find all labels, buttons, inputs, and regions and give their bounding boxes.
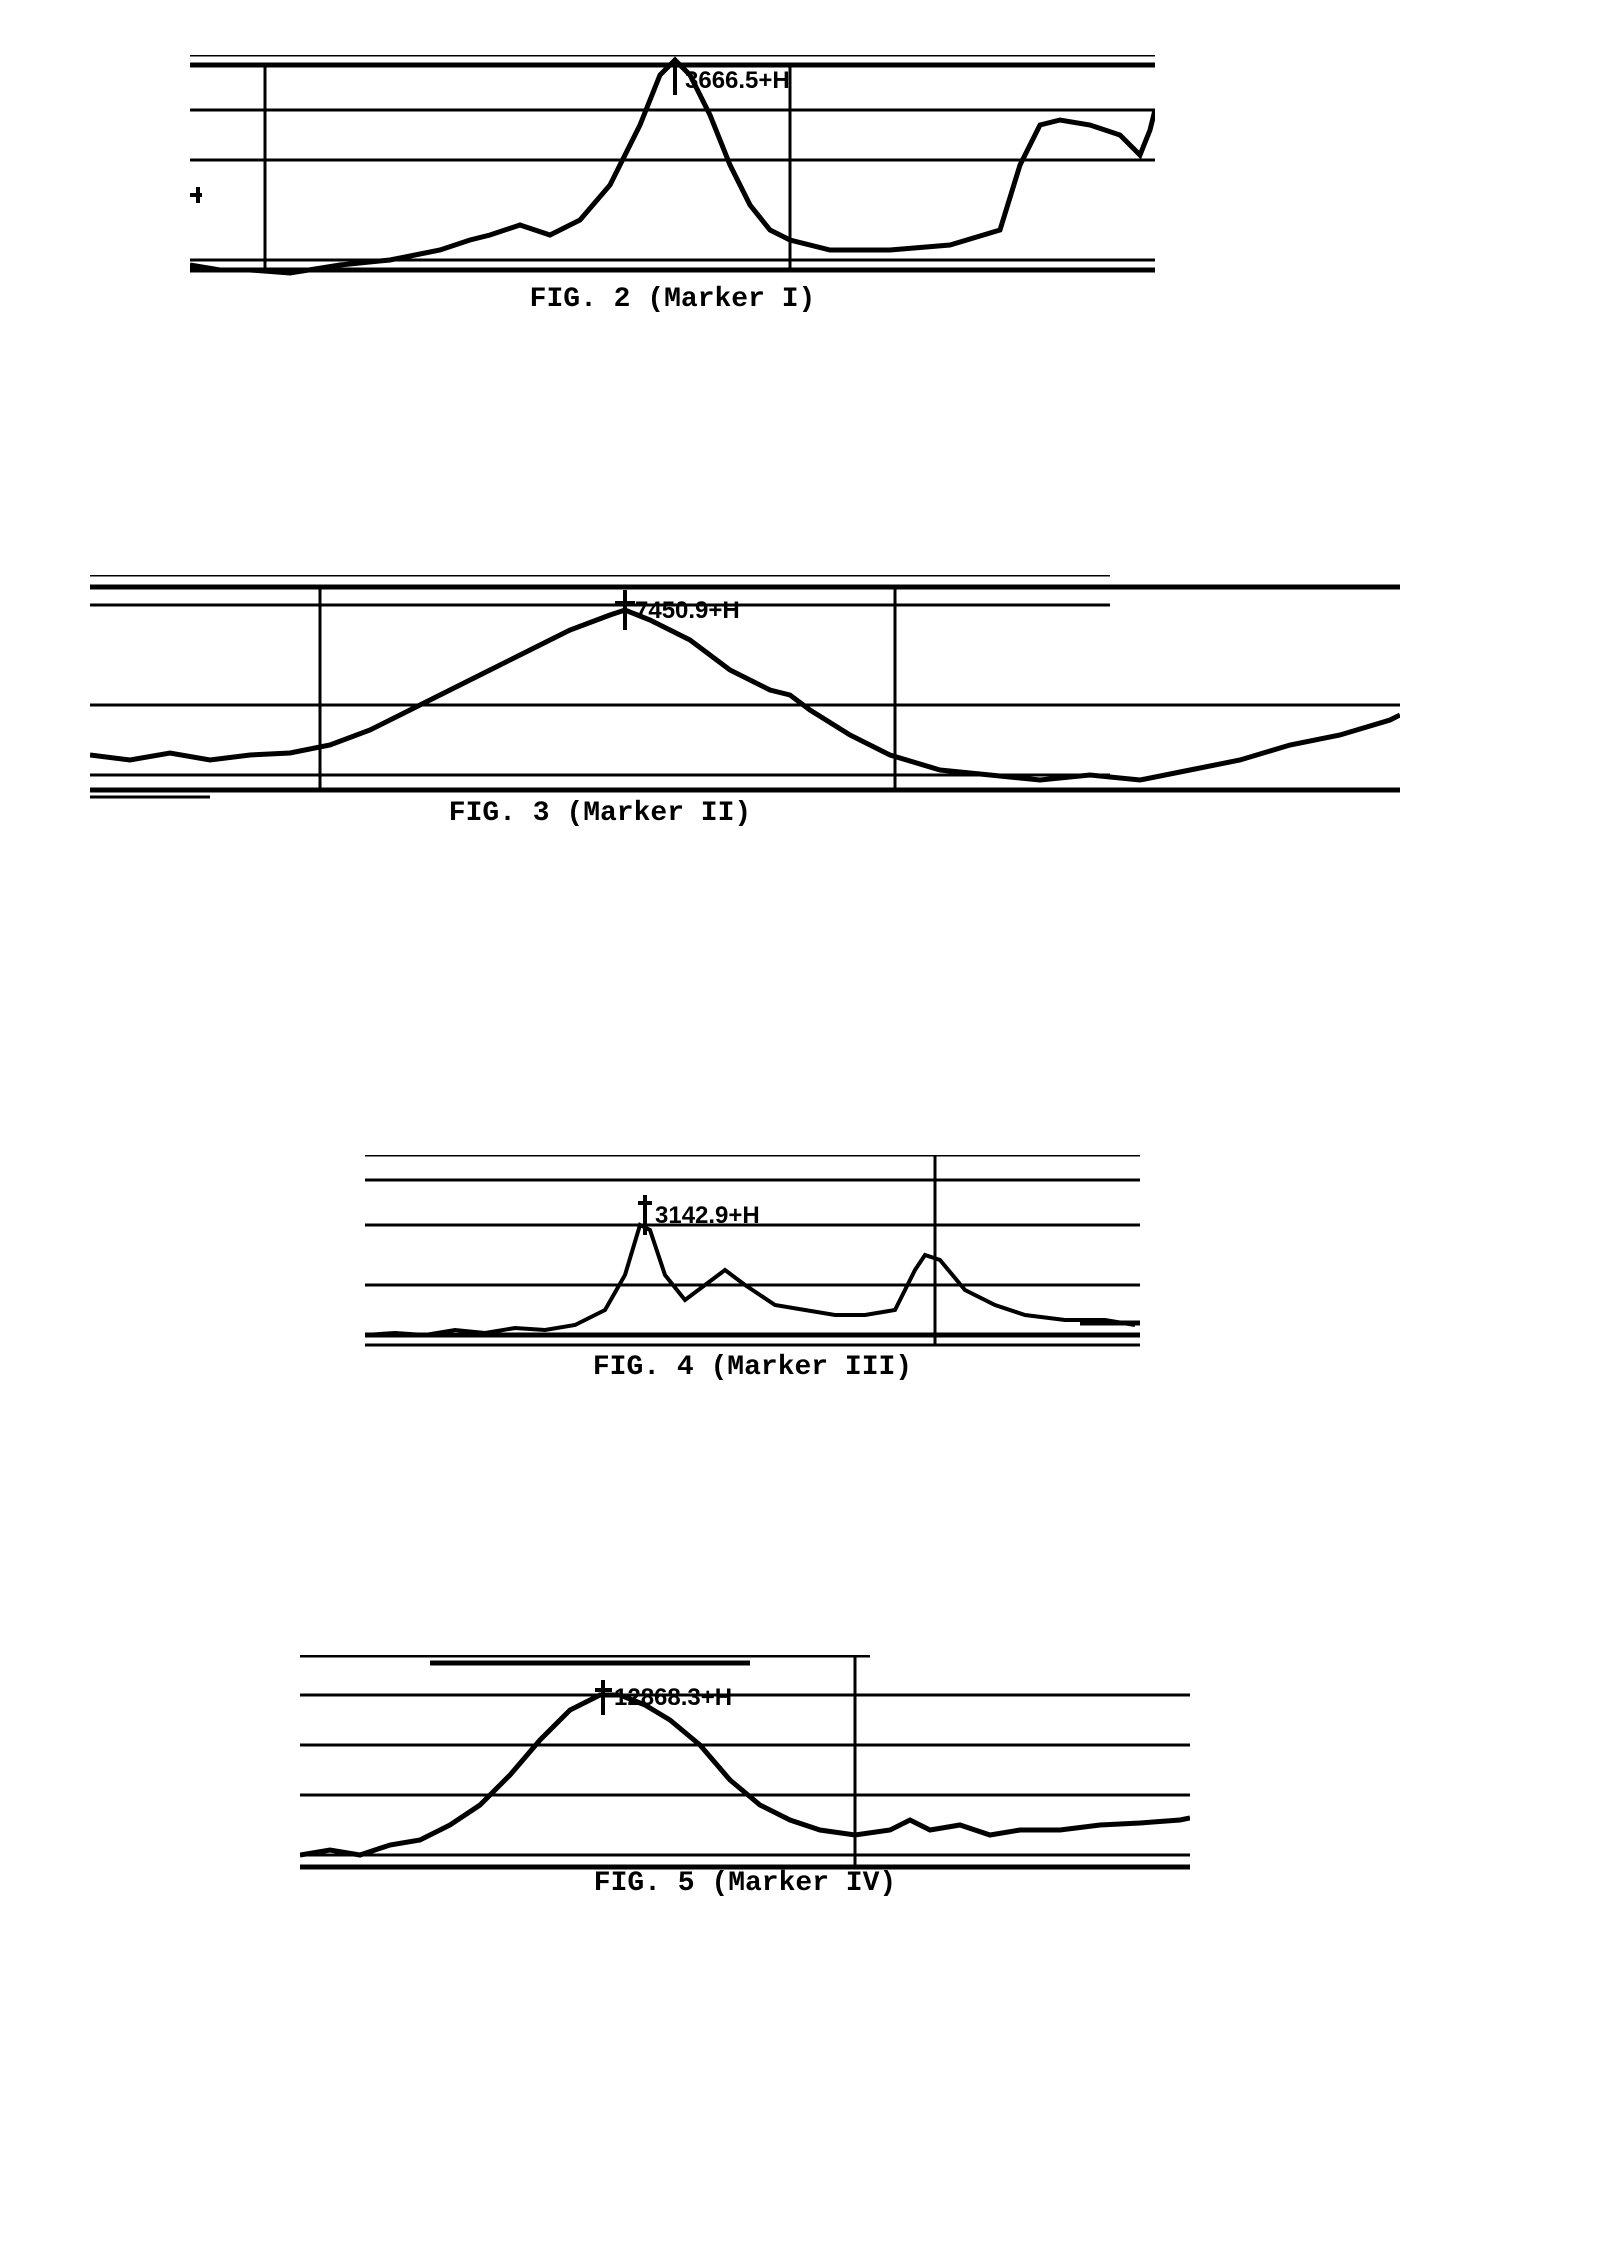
fig4-caption: FIG. 4 (Marker III) (365, 1352, 1140, 1383)
fig5-block: 12868.3+H FIG. 5 (Marker IV) (300, 1655, 1190, 1899)
fig4-peak-label: 3142.9+H (655, 1202, 760, 1230)
fig2-block: 3666.5+H FIG. 2 (Marker I) (190, 55, 1155, 315)
fig5-chart (300, 1655, 1190, 1870)
fig3-chart (90, 575, 1400, 800)
fig5-caption: FIG. 5 (Marker IV) (300, 1868, 1190, 1899)
fig3-peak-label: 7450.9+H (635, 597, 740, 625)
fig2-caption: FIG. 2 (Marker I) (190, 284, 1155, 315)
fig4-chart (365, 1155, 1140, 1350)
fig2-peak-label: 3666.5+H (685, 67, 790, 95)
fig2-chart (190, 55, 1155, 280)
fig5-peak-label: 12868.3+H (614, 1684, 732, 1712)
page: 3666.5+H FIG. 2 (Marker I) (0, 0, 1602, 2255)
fig3-caption: FIG. 3 (Marker II) (90, 798, 1110, 829)
fig4-block: 3142.9+H FIG. 4 (Marker III) (365, 1155, 1140, 1383)
fig3-block: 7450.9+H FIG. 3 (Marker II) (90, 575, 1400, 829)
